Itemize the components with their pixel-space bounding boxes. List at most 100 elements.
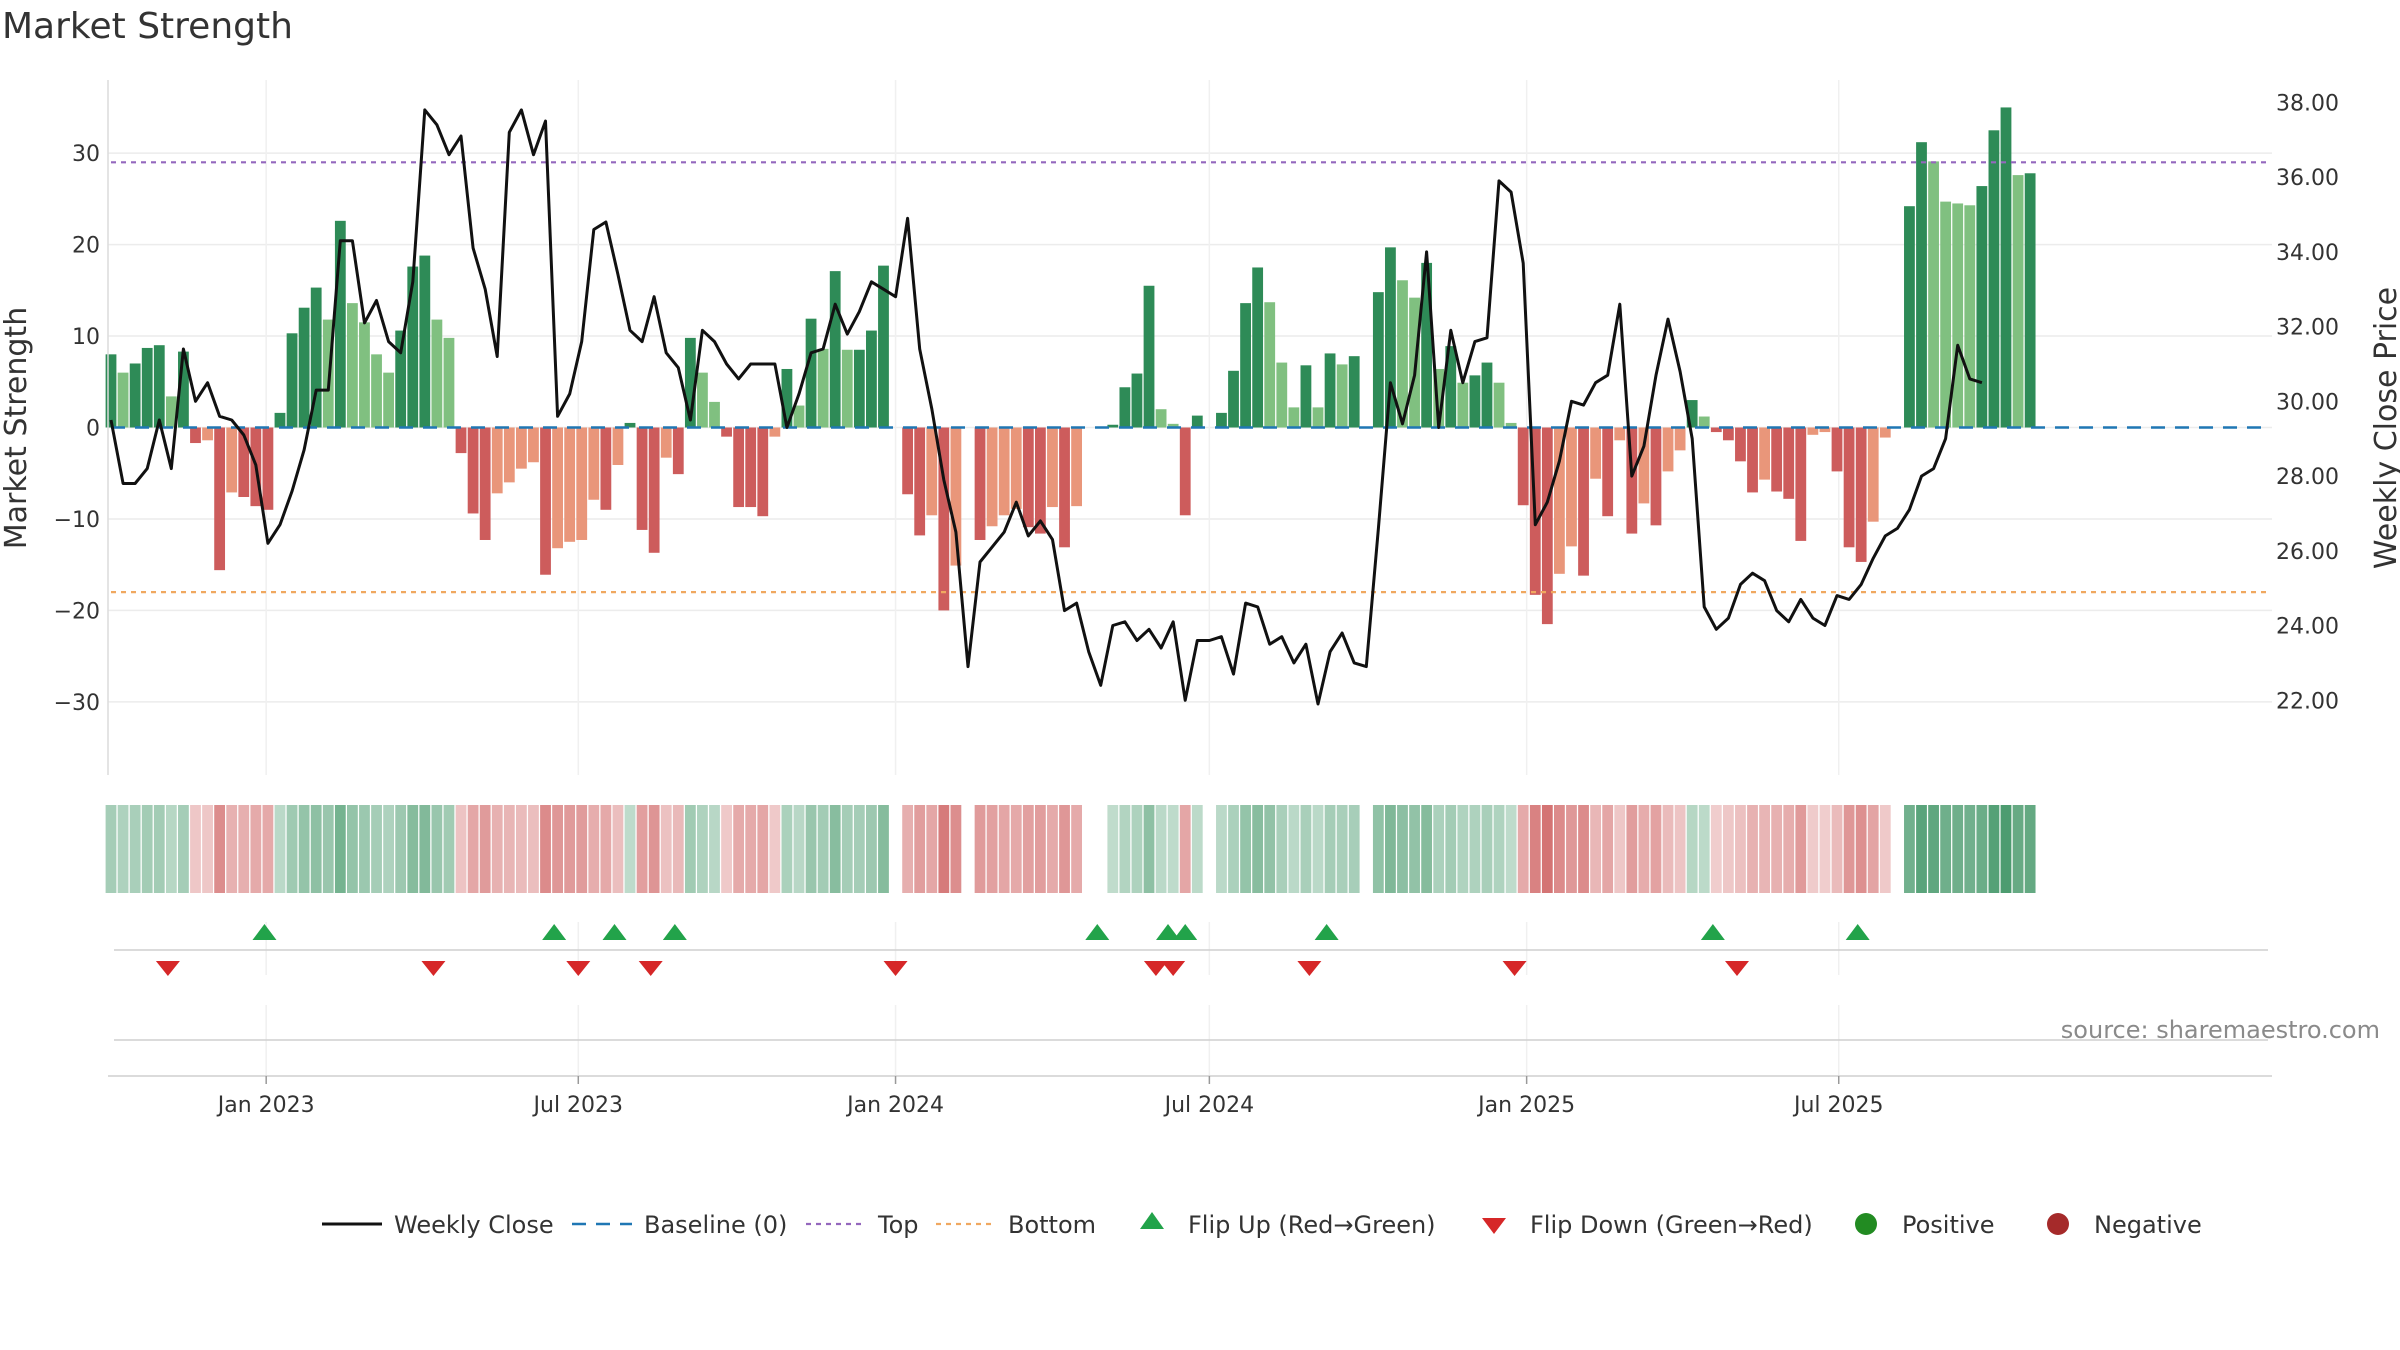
heat-cell [1361, 805, 1372, 893]
y-tick-label-left: 10 [72, 325, 100, 350]
strength-bar [1541, 427, 1553, 625]
heat-cell [745, 805, 757, 893]
strength-bar [298, 307, 310, 428]
heat-cell [998, 805, 1010, 893]
heat-cell [890, 805, 901, 893]
strength-bar [1904, 206, 1915, 428]
strength-bar [1843, 427, 1855, 548]
heat-cell [781, 805, 793, 893]
heat-cell [600, 805, 612, 893]
heat-cell [564, 805, 576, 893]
heat-cell [2012, 805, 2024, 893]
heat-cell [817, 805, 829, 893]
heat-cell [431, 805, 443, 893]
flip-markers-panel [114, 922, 2268, 1075]
strength-bar [347, 303, 358, 428]
strength-bar [1071, 427, 1082, 507]
strength-bar [672, 427, 684, 475]
heat-cell [793, 805, 805, 893]
flip-down-marker [1502, 961, 1527, 976]
heat-cell [1167, 805, 1179, 893]
heat-cell [841, 805, 853, 893]
strength-bar [1433, 368, 1445, 428]
heat-cell [1783, 805, 1795, 893]
heat-cell [1602, 805, 1614, 893]
flip-down-marker [638, 961, 663, 976]
heat-cell [1879, 805, 1891, 893]
strength-bar [407, 266, 419, 428]
strength-bar [805, 318, 817, 428]
strength-bar [141, 347, 153, 428]
heat-cell [262, 805, 274, 893]
strength-bar [1686, 400, 1698, 428]
flip-up-marker [1155, 924, 1180, 940]
heat-cell [1324, 805, 1336, 893]
strength-bar [612, 427, 624, 465]
strength-bar [902, 427, 914, 495]
strength-bar [515, 427, 527, 469]
heat-cell [926, 805, 938, 893]
heat-cell [552, 805, 563, 893]
heat-cell [697, 805, 708, 893]
strength-bar [1191, 415, 1203, 428]
legend-label: Baseline (0) [644, 1211, 787, 1239]
strength-bar [1759, 427, 1770, 480]
strength-bar [1602, 427, 1614, 517]
strength-bar [1445, 346, 1457, 428]
heat-cell [769, 805, 781, 893]
strength-bar [1747, 427, 1758, 493]
heat-cell [733, 805, 745, 893]
strength-bar [648, 427, 660, 553]
strength-bar [503, 427, 515, 483]
heat-cell [455, 805, 467, 893]
heat-cell [1397, 805, 1408, 893]
heat-cell [1795, 805, 1807, 893]
strength-bar [1010, 427, 1022, 509]
strength-bar [117, 372, 129, 428]
heat-cell [1010, 805, 1022, 893]
legend-label: Negative [2094, 1211, 2202, 1239]
flip-down-marker [566, 961, 591, 976]
heat-cell [250, 805, 262, 893]
strength-bar [829, 271, 841, 428]
legend-swatch-negative [2047, 1213, 2069, 1235]
strength-bar [467, 427, 479, 514]
strength-bar [914, 427, 926, 536]
heat-cell [1240, 805, 1251, 893]
strength-bar [105, 354, 117, 428]
strength-bar [576, 427, 588, 540]
heat-cell [1819, 805, 1831, 893]
strength-bar [1771, 427, 1783, 492]
strength-bar [190, 427, 201, 444]
heat-cell [709, 805, 720, 893]
heat-cell [1445, 805, 1457, 893]
heat-cell [878, 805, 889, 893]
strength-bar [455, 427, 467, 454]
heat-cell [1638, 805, 1650, 893]
heat-cell [1747, 805, 1758, 893]
strength-bar [1312, 407, 1324, 428]
heat-cell [1590, 805, 1602, 893]
strength-bar [1022, 427, 1034, 528]
heat-cell [419, 805, 431, 893]
strength-bar [334, 220, 346, 428]
flip-up-marker [1085, 924, 1110, 940]
heat-cell [1529, 805, 1541, 893]
strength-bar [1988, 130, 2000, 428]
strength-bar [697, 372, 708, 428]
flip-up-marker [1845, 924, 1870, 940]
strength-bar [2012, 175, 2024, 428]
strength-bar [1143, 285, 1155, 428]
heat-cell [1505, 805, 1517, 893]
heat-cell [1662, 805, 1674, 893]
x-tick-label: Jul 2023 [532, 1093, 624, 1118]
heat-cell [1517, 805, 1529, 893]
weekly-close-line [109, 108, 1983, 706]
strength-bar [1348, 356, 1360, 428]
x-axis: Jan 2023 Jul 2023 Jan 2024 Jul 2024 Jan 2025… [108, 1075, 2272, 1118]
heat-cell [1976, 805, 1988, 893]
heat-cell [1892, 805, 1903, 893]
heat-cell [1191, 805, 1203, 893]
strength-bar [1964, 205, 1976, 428]
heat-cell [684, 805, 696, 893]
